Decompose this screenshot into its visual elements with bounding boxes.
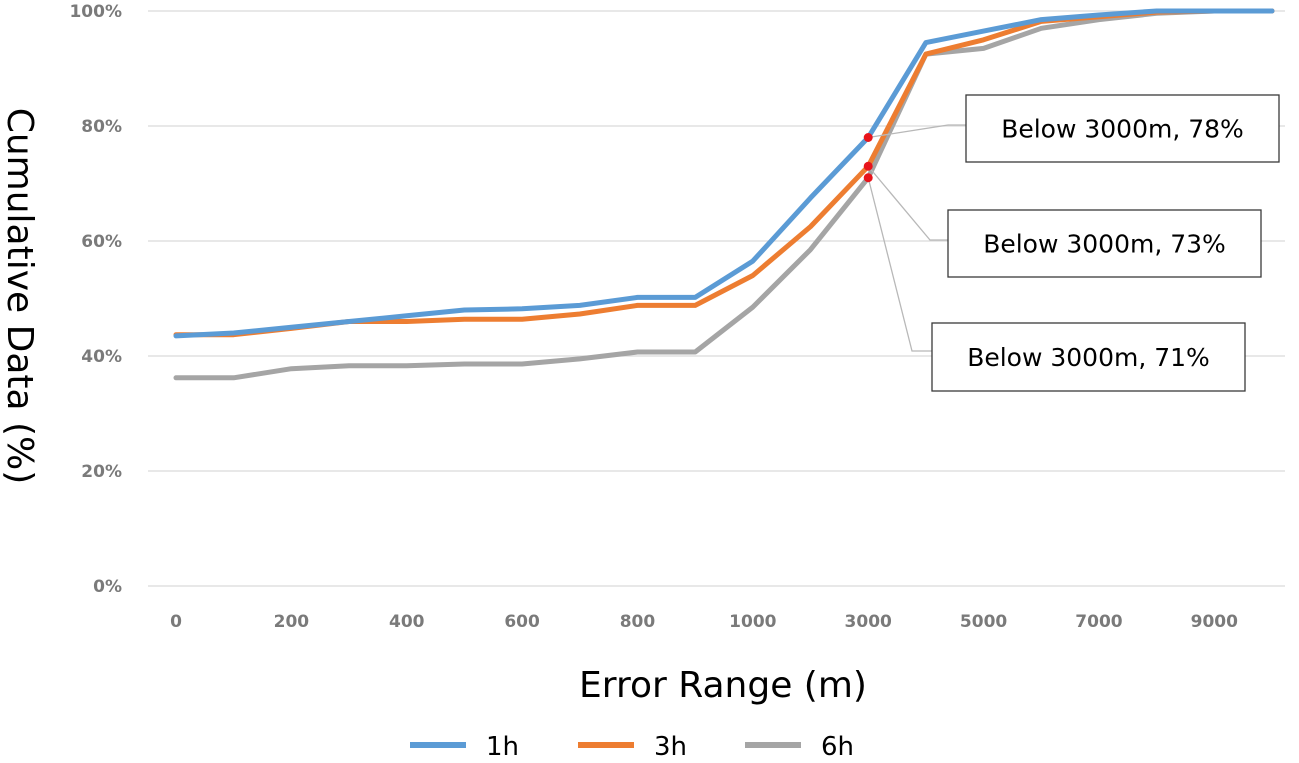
annotation-label: Below 3000m, 73% [983, 230, 1226, 259]
annotation-marker [863, 133, 873, 142]
annotation-marker [863, 161, 873, 171]
gridlines [148, 10, 1285, 587]
series-line-6h [173, 8, 1275, 381]
y-axis-title: Cumulative Data (%) [0, 108, 40, 485]
y-tick-label: 40% [81, 347, 122, 367]
legend-label-3h: 3h [654, 732, 687, 762]
series-line-1h [173, 8, 1275, 339]
x-tick-label: 800 [620, 612, 656, 632]
annotation-markers [863, 133, 873, 183]
x-tick-label: 7000 [1075, 612, 1122, 632]
series-lines [173, 8, 1275, 381]
x-tick-label: 0 [170, 612, 182, 632]
series-line-3h [173, 8, 1275, 338]
x-axis-title: Error Range (m) [579, 665, 867, 706]
x-tick-label: 5000 [960, 612, 1007, 632]
annotation-label: Below 3000m, 71% [967, 343, 1210, 372]
annotation-box [931, 322, 1246, 392]
y-tick-label: 20% [81, 462, 122, 482]
x-tick-label: 9000 [1191, 612, 1238, 632]
y-tick-label: 80% [81, 117, 122, 137]
legend-label-6h: 6h [821, 732, 854, 762]
annotation-box [965, 94, 1280, 163]
x-axis-ticks: 0 200 400 600 800 1000 3000 5000 7000 9000 [170, 612, 1238, 632]
y-tick-label: 100% [69, 2, 122, 22]
x-tick-label: 3000 [845, 612, 892, 632]
annotation-label: Below 3000m, 78% [1001, 115, 1244, 144]
annotation-box [947, 209, 1262, 278]
annotation-leader [868, 124, 966, 139]
annotation-leader [867, 177, 932, 352]
y-axis-ticks: 0% 20% 40% 60% 80% 100% [69, 2, 122, 597]
legend: 1h 3h 6h [410, 732, 854, 762]
x-tick-label: 600 [504, 612, 540, 632]
legend-label-1h: 1h [486, 732, 519, 762]
x-tick-label: 1000 [729, 612, 776, 632]
annotation-leaders [867, 124, 966, 352]
annotations: Below 3000m, 78% Below 3000m, 73% Below 30… [931, 94, 1280, 392]
annotation-marker [863, 173, 873, 183]
annotation-leader [867, 165, 948, 241]
x-tick-label: 200 [274, 612, 310, 632]
y-tick-label: 0% [93, 577, 122, 597]
y-tick-label: 60% [81, 232, 122, 252]
x-tick-label: 400 [389, 612, 425, 632]
